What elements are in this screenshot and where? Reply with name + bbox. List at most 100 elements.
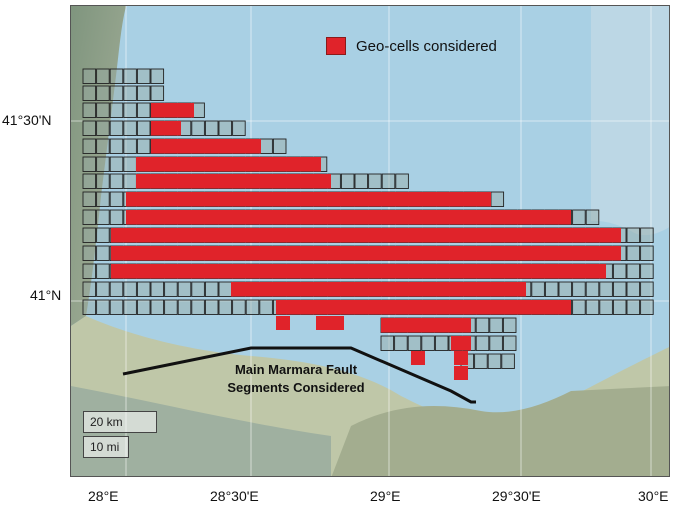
geo-cell-outline [123, 281, 137, 297]
lon-tick-label: 28°E [88, 488, 119, 504]
geo-cell-outline [490, 191, 505, 207]
geo-cell-outline [82, 263, 97, 279]
geo-cell-outline [82, 85, 97, 101]
geo-cell-outline [612, 281, 627, 297]
geo-cell-outline [368, 173, 382, 189]
geo-cell-outline [123, 299, 137, 315]
geo-cell-outline [489, 317, 503, 333]
fault-line [122, 346, 476, 404]
geo-cell-outline [191, 281, 205, 297]
geo-cell-outline [572, 281, 586, 297]
geo-cell-considered [126, 192, 491, 207]
geo-cell-outline [96, 102, 110, 118]
geo-cell-outline [434, 335, 449, 351]
geo-cell-outline [96, 68, 110, 84]
geo-cell-outline [340, 173, 355, 189]
map-frame[interactable]: Geo-cells considered Main Marmara Fault … [70, 5, 670, 477]
geo-cell-outline [612, 263, 627, 279]
geo-cell-considered [136, 157, 321, 172]
geo-cell-outline [626, 299, 641, 315]
geo-cell-outline [96, 191, 110, 207]
geo-cell-outline [123, 85, 137, 101]
geo-cell-outline [109, 68, 124, 84]
geo-cell-outline [96, 209, 110, 225]
geo-cell-outline [96, 173, 110, 189]
geo-cell-outline [272, 138, 287, 154]
geo-cell-outline [245, 299, 260, 315]
geo-cell-outline [109, 281, 124, 297]
geo-cell-considered [276, 300, 571, 315]
geo-cell-outline [123, 68, 137, 84]
geo-cell-considered [381, 318, 471, 333]
geo-cell-outline [82, 209, 97, 225]
lat-tick-label: 41°30'N [2, 112, 52, 128]
geo-cell-considered [276, 316, 290, 330]
geo-cell-outline [502, 335, 517, 351]
geo-cell-outline [640, 263, 654, 279]
geo-cell-outline [123, 138, 137, 154]
geo-cell-outline [177, 281, 192, 297]
map-canvas[interactable] [71, 6, 670, 477]
geo-cell-outline [501, 353, 515, 369]
geo-cell-outline [474, 353, 488, 369]
geo-cell-outline [123, 156, 137, 172]
geo-cell-outline [82, 138, 97, 154]
geo-cell-outline [218, 281, 233, 297]
geo-cell-outline [218, 120, 233, 136]
geo-cell-outline [626, 263, 641, 279]
geo-cell-outline [626, 227, 641, 243]
geo-cell-outline [96, 263, 110, 279]
geo-cell-outline [395, 173, 409, 189]
fault-label-line2: Segments Considered [227, 380, 365, 395]
geo-cell-considered [151, 139, 261, 154]
scale-mi-label: 10 mi [90, 440, 120, 454]
lon-tick-label: 30°E [638, 488, 669, 504]
geo-cell-outline [82, 299, 97, 315]
geo-cell-outline [136, 102, 151, 118]
legend: Geo-cells considered [326, 37, 497, 55]
geo-cell-outline [531, 281, 545, 297]
geo-cell-outline [109, 120, 124, 136]
geo-cell-outline [232, 299, 246, 315]
geo-cell-outline [96, 227, 110, 243]
geo-cell-outline [82, 156, 97, 172]
geo-cell-outline [164, 299, 178, 315]
geo-cell-considered [411, 351, 425, 365]
geo-cell-outline [585, 281, 600, 297]
legend-label: Geo-cells considered [356, 37, 497, 55]
geo-cell-outline [599, 281, 613, 297]
legend-swatch [326, 37, 346, 55]
geo-cell-outline [489, 335, 503, 351]
geo-cell-outline [96, 299, 110, 315]
geo-cell-outline [109, 138, 124, 154]
lon-tick-label: 28°30'E [210, 488, 259, 504]
geo-cell-considered [454, 351, 468, 365]
geo-cell-outline [96, 120, 110, 136]
geo-cell-outline [150, 85, 165, 101]
geo-cell-considered [136, 174, 331, 189]
geo-cell-outline [123, 173, 137, 189]
geo-cell-outline [82, 191, 97, 207]
geo-cell-considered [111, 228, 621, 243]
geo-cell-outline [96, 85, 110, 101]
geo-cell-considered [231, 282, 526, 297]
geo-cell-outline [177, 299, 192, 315]
east-haze [591, 6, 669, 236]
geo-cell-considered [151, 121, 181, 136]
geo-cell-outline [204, 120, 219, 136]
geo-cell-outline [259, 138, 273, 154]
geo-cell-outline [96, 156, 110, 172]
geo-cell-outline [475, 317, 490, 333]
geo-cell-outline [150, 299, 165, 315]
geo-cell-outline [82, 245, 97, 261]
geo-cell-outline [354, 173, 369, 189]
geo-cell-outline [109, 299, 124, 315]
geo-cell-outline [82, 281, 97, 297]
south-land-relief [331, 386, 669, 476]
geo-cell-outline [259, 299, 273, 315]
geo-cell-outline [599, 299, 613, 315]
geo-cell-outline [150, 68, 165, 84]
scale-km-label: 20 km [90, 415, 123, 429]
geo-cell-outline [109, 156, 124, 172]
geo-cell-outline [136, 281, 151, 297]
